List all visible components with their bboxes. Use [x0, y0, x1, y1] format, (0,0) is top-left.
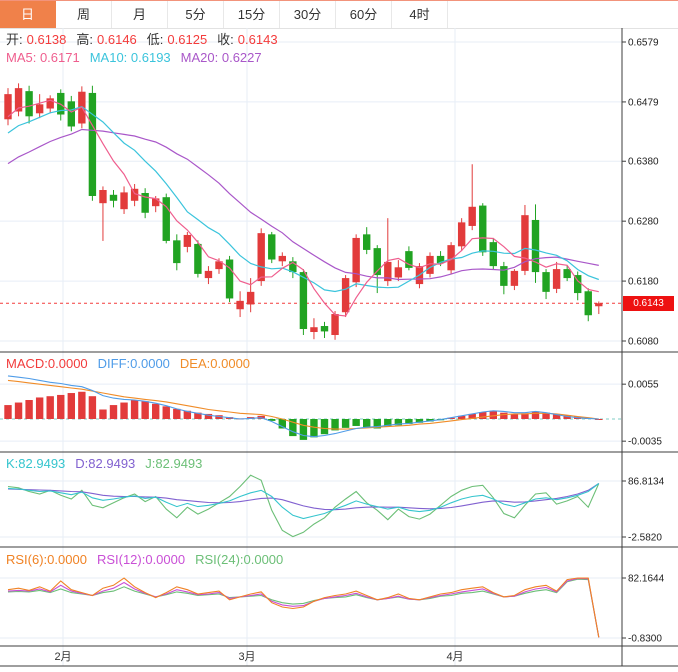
kdj-layer [7, 474, 600, 538]
svg-text:4月: 4月 [446, 651, 463, 663]
svg-text:-0.8300: -0.8300 [628, 634, 662, 645]
tab-月[interactable]: 月 [112, 1, 168, 28]
tab-4时[interactable]: 4时 [392, 1, 448, 28]
svg-text:0.6280: 0.6280 [628, 217, 659, 228]
axis-frame [0, 28, 678, 667]
svg-text:86.8134: 86.8134 [628, 477, 665, 488]
svg-text:0.6479: 0.6479 [628, 97, 659, 108]
ma-lines [7, 99, 600, 317]
svg-text:2月: 2月 [54, 651, 71, 663]
rsi-layer [7, 577, 600, 638]
macd-layer [0, 375, 622, 440]
tab-日[interactable]: 日 [0, 1, 56, 28]
svg-text:-2.5820: -2.5820 [628, 533, 662, 544]
last-price-tag: 0.6143 [623, 296, 674, 311]
svg-text:-0.0035: -0.0035 [628, 437, 662, 448]
svg-text:0.6579: 0.6579 [628, 38, 659, 49]
tab-30分[interactable]: 30分 [280, 1, 336, 28]
tab-15分[interactable]: 15分 [224, 1, 280, 28]
svg-text:0.6080: 0.6080 [628, 337, 659, 348]
axis-labels: 0.6579 0.6479 0.6380 0.6280 0.6180 0.6080 0.00… [622, 38, 665, 645]
svg-text:0.0055: 0.0055 [628, 380, 659, 391]
timeframe-tabs: 日周月 5分 15分 30分 60分 4时 [0, 1, 678, 29]
ma5-line [7, 99, 599, 317]
x-axis-labels: 2月 3月 4月 [54, 651, 463, 663]
svg-text:0.6180: 0.6180 [628, 277, 659, 288]
tab-5分[interactable]: 5分 [168, 1, 224, 28]
svg-text:3月: 3月 [238, 651, 255, 663]
svg-text:0.6380: 0.6380 [628, 157, 659, 168]
svg-text:82.1644: 82.1644 [628, 574, 665, 585]
tab-周[interactable]: 周 [56, 1, 112, 28]
chart-canvas[interactable]: 0.6579 0.6479 0.6380 0.6280 0.6180 0.6080 0.00… [0, 28, 678, 672]
ma20-line [7, 128, 599, 281]
candles-layer [4, 83, 603, 340]
ma10-line [7, 106, 600, 293]
tab-60分[interactable]: 60分 [336, 1, 392, 28]
